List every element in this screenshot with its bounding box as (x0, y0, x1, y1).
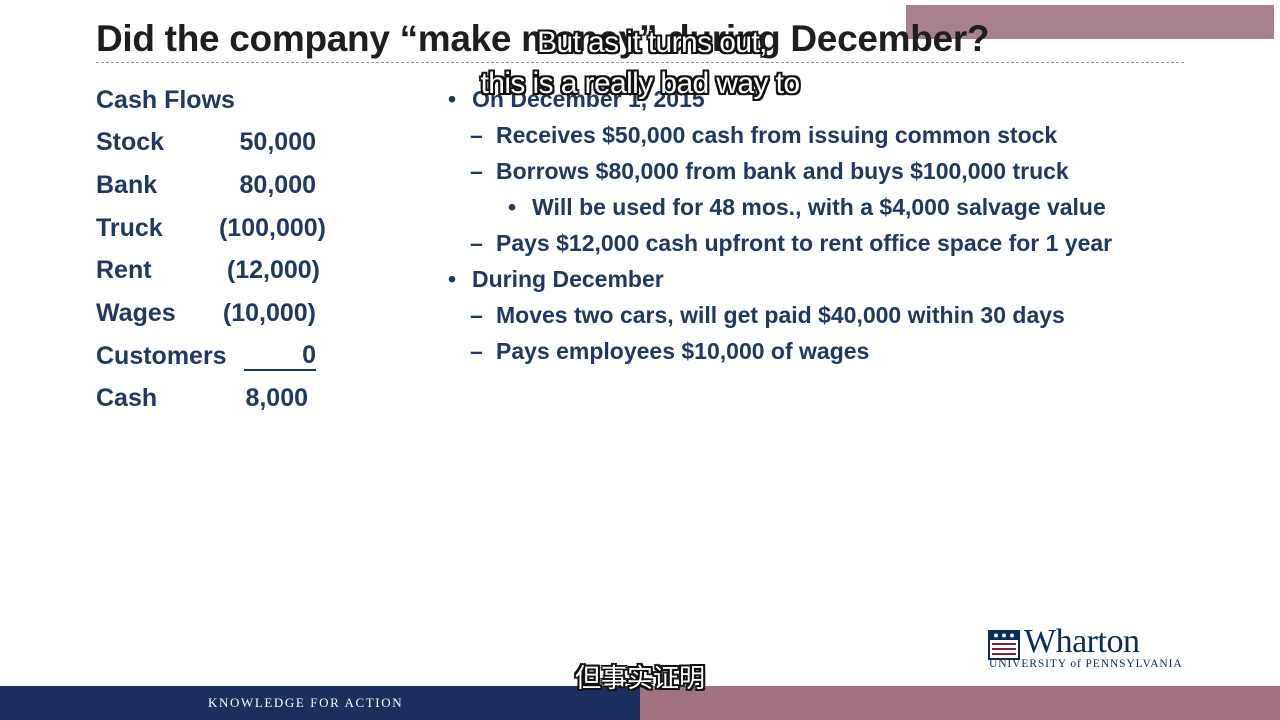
bullet-item: • Will be used for 48 mos., with a $4,00… (508, 194, 1106, 221)
penn-shield-icon (988, 630, 1020, 660)
cash-flow-value: (100,000) (218, 214, 326, 242)
bullet-marker: – (470, 338, 483, 364)
cash-flow-value: (10,000) (222, 299, 316, 327)
bullet-marker: – (470, 122, 483, 148)
bullet-item: – Moves two cars, will get paid $40,000 … (470, 302, 1065, 329)
cash-flow-value: 8,000 (245, 384, 308, 412)
wharton-wordmark: Wharton (1024, 623, 1140, 660)
footer-bar-mauve (640, 686, 1280, 720)
subtitle-chinese: 但事实证明 (574, 664, 705, 694)
bullet-text: During December (472, 266, 664, 292)
slide-title: Did the company “make money” during Dece… (96, 18, 990, 59)
bullet-text: Receives $50,000 cash from issuing commo… (496, 122, 1058, 148)
bullet-item: • During December (448, 266, 664, 293)
title-divider (96, 62, 1184, 63)
bullet-text: Borrows $80,000 from bank and buys $100,… (496, 158, 1069, 184)
subtitle-line-1: But as it turns out, (537, 26, 767, 59)
cash-flow-row-wages: Wages (10,000) (96, 299, 336, 331)
bullet-item: • On December 1, 2015 (448, 86, 705, 113)
cash-flow-label: Truck (96, 214, 163, 242)
cash-flow-value: 0 (244, 342, 316, 371)
bullet-marker: • (448, 266, 457, 292)
bullet-text: Pays $12,000 cash upfront to rent office… (496, 230, 1113, 256)
cash-flows-header: Cash Flows (96, 86, 235, 114)
bullet-marker: • (448, 86, 457, 112)
top-banner (906, 5, 1274, 39)
cash-flow-value: 50,000 (239, 128, 316, 156)
subtitle-line-2: this is a really bad way to (480, 67, 801, 100)
bullet-item: – Receives $50,000 cash from issuing com… (470, 122, 1058, 149)
bullet-marker: – (470, 158, 483, 184)
bullet-text: Will be used for 48 mos., with a $4,000 … (532, 194, 1106, 220)
bullet-text: On December 1, 2015 (472, 86, 705, 112)
bullet-item: – Pays employees $10,000 of wages (470, 338, 870, 365)
cash-flow-label: Rent (96, 256, 152, 284)
cash-flow-label: Stock (96, 128, 165, 156)
cash-flow-label: Customers (96, 342, 227, 370)
cash-flow-row-cash: Cash 8,000 (96, 384, 336, 416)
bullet-item: – Pays $12,000 cash upfront to rent offi… (470, 230, 1113, 257)
cash-flow-row-bank: Bank 80,000 (96, 171, 336, 203)
cash-flow-row-customers: Customers 0 (96, 342, 336, 374)
cash-flow-label: Bank (96, 171, 158, 199)
bullet-marker: • (508, 194, 517, 220)
bullet-text: Moves two cars, will get paid $40,000 wi… (496, 302, 1065, 328)
bullet-text: Pays employees $10,000 of wages (496, 338, 870, 364)
footer-bar-navy: KNOWLEDGE FOR ACTION (0, 686, 640, 720)
cash-flow-value: 80,000 (239, 171, 316, 199)
cash-flow-row-stock: Stock 50,000 (96, 128, 336, 160)
bullet-marker: – (470, 230, 483, 256)
cash-flow-row-truck: Truck (100,000) (96, 214, 336, 246)
university-wordmark: UNIVERSITY of PENNSYLVANIA (989, 658, 1183, 670)
cash-flow-row-rent: Rent (12,000) (96, 256, 336, 288)
footer-tagline: KNOWLEDGE FOR ACTION (208, 695, 404, 710)
bullet-marker: – (470, 302, 483, 328)
cash-flow-label: Wages (96, 299, 176, 327)
bullet-item: – Borrows $80,000 from bank and buys $10… (470, 158, 1069, 185)
cash-flow-label: Cash (96, 384, 158, 412)
cash-flow-value: (12,000) (226, 256, 320, 284)
wharton-logo: Wharton UNIVERSITY of PENNSYLVANIA (988, 623, 1193, 672)
